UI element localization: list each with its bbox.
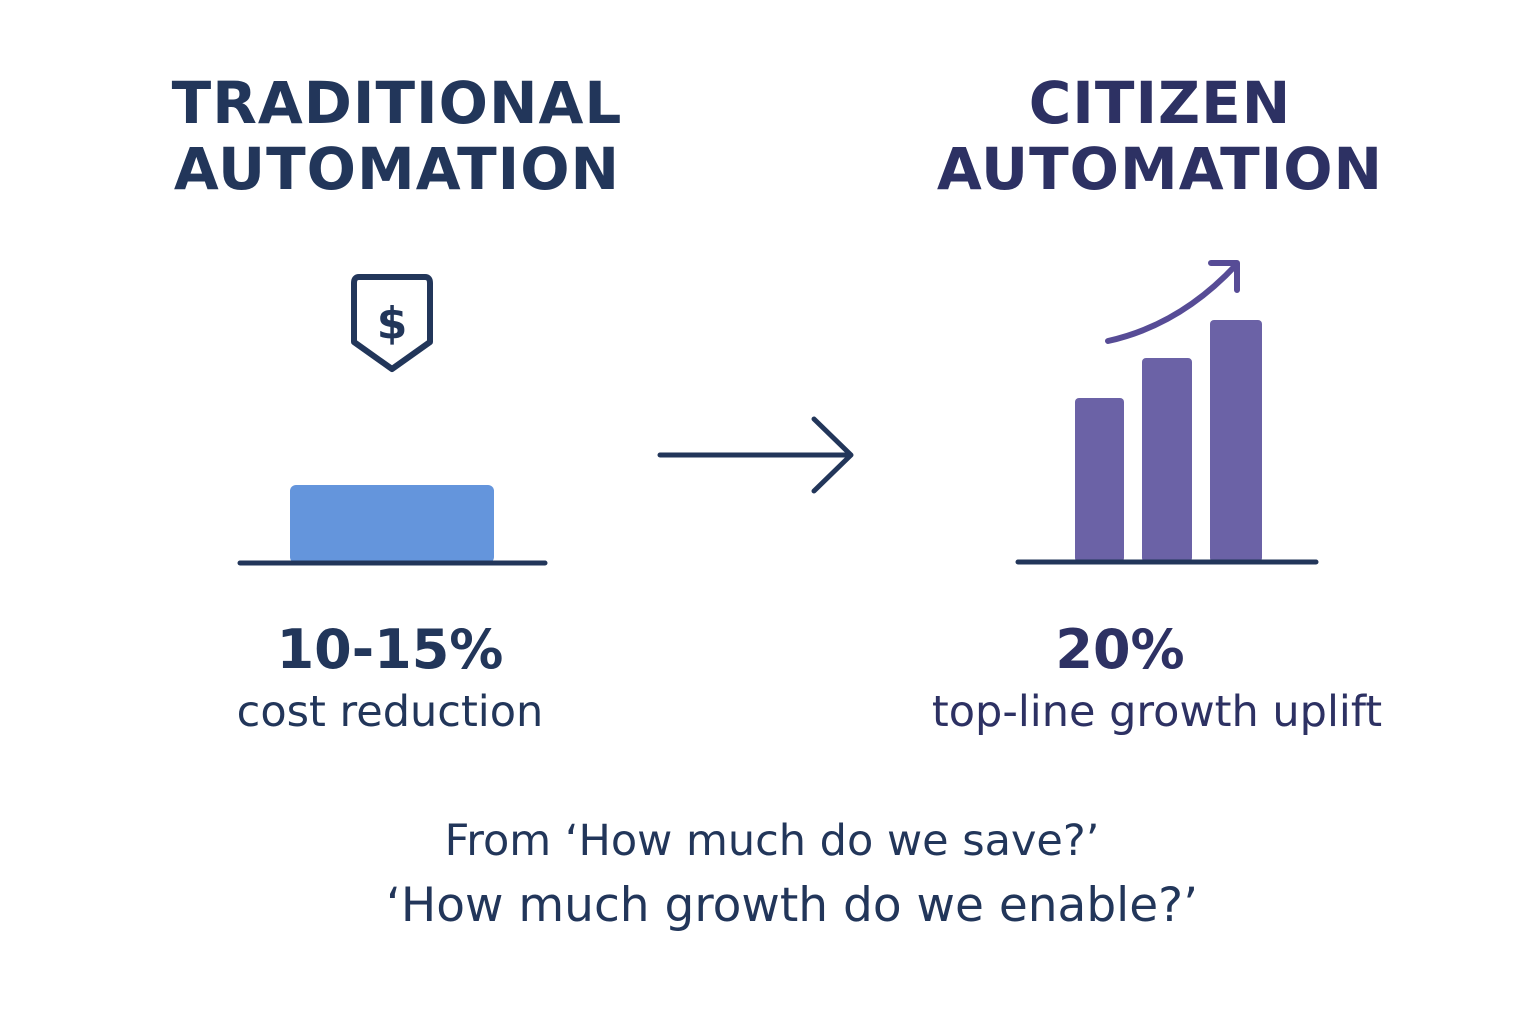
trend-arrow bbox=[1105, 260, 1240, 344]
growth-bar-chart-icon bbox=[1015, 260, 1319, 565]
left-description: cost reduction bbox=[236, 687, 544, 737]
growth-bar-2 bbox=[1142, 358, 1192, 562]
right-title-line2: AUTOMATION bbox=[936, 135, 1384, 203]
left-title-line1: TRADITIONAL bbox=[171, 69, 623, 137]
growth-bar-1 bbox=[1075, 398, 1124, 562]
right-description: top-line growth uplift bbox=[931, 687, 1383, 737]
arrow-right-icon bbox=[657, 416, 854, 494]
dollar-shield-icon: $ bbox=[351, 274, 433, 372]
right-title: CITIZEN AUTOMATION bbox=[937, 70, 1383, 202]
growth-bar-3 bbox=[1210, 320, 1262, 562]
left-title: TRADITIONAL AUTOMATION bbox=[172, 70, 623, 202]
traditional-bar bbox=[290, 485, 494, 563]
left-stat: 10-15% bbox=[276, 618, 504, 681]
footer-line1: From ‘How much do we save?’ bbox=[444, 816, 1100, 866]
right-stat: 20% bbox=[1055, 618, 1185, 681]
right-title-line1: CITIZEN bbox=[1028, 69, 1292, 137]
left-title-line2: AUTOMATION bbox=[173, 135, 621, 203]
svg-text:$: $ bbox=[377, 298, 408, 349]
footer-line2: ‘How much growth do we enable?’ bbox=[385, 878, 1199, 933]
